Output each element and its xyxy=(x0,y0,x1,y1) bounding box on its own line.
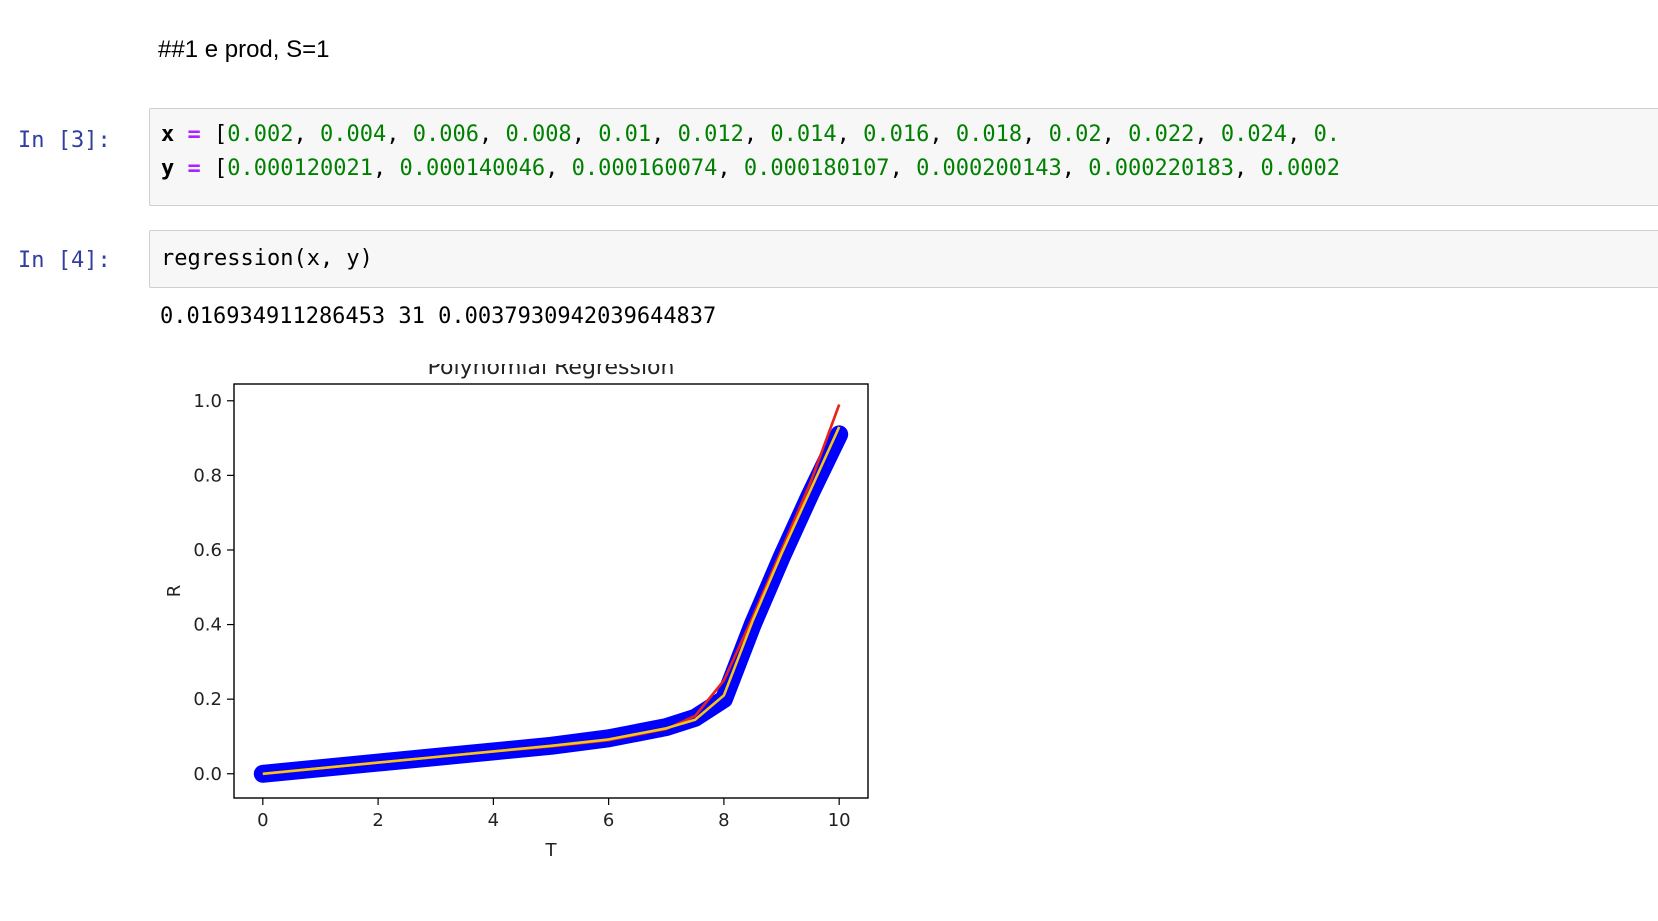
code-number: 0. xyxy=(1313,122,1341,147)
code-line-y: y = [0.000120021, 0.000140046, 0.0001600… xyxy=(161,156,1340,181)
code-line-x: x = [0.002, 0.004, 0.006, 0.008, 0.01, 0… xyxy=(161,122,1341,147)
code-number: 0.000180107 xyxy=(743,156,890,181)
code-number: 0.016 xyxy=(863,122,930,147)
x-tick-label: 2 xyxy=(372,810,383,831)
code-bracket: [ xyxy=(214,156,228,181)
code-number: 0.018 xyxy=(955,122,1023,147)
cell-prompt: In [3]: xyxy=(18,128,111,153)
code-number: 0.000140046 xyxy=(399,156,546,181)
code-number: 0.0002 xyxy=(1260,156,1340,181)
scatter-point xyxy=(716,692,731,707)
x-tick-label: 8 xyxy=(718,810,729,831)
y-tick-label: 0.6 xyxy=(193,540,222,561)
x-tick-label: 6 xyxy=(603,810,614,831)
code-number: 0.022 xyxy=(1128,122,1195,147)
scatter-point xyxy=(832,427,847,442)
code-number: 0.000200143 xyxy=(916,156,1062,181)
x-tick-label: 10 xyxy=(828,810,851,831)
code-number: 0.004 xyxy=(319,122,387,147)
code-operator: = xyxy=(187,122,201,147)
code-variable: y xyxy=(161,156,175,181)
regression-plot: Polynomial Regression 0 2 4 6 8 10 0.0 0.2 0.4 0.6… xyxy=(160,355,920,921)
fit-line-series-1 xyxy=(262,404,841,776)
code-number: 0.014 xyxy=(770,122,837,147)
code-number: 0.006 xyxy=(412,122,479,147)
scatter-band-series xyxy=(253,425,849,783)
y-tick-label: 0.0 xyxy=(193,764,222,785)
code-number: 0.012 xyxy=(677,122,744,147)
code-number: 0.008 xyxy=(505,122,572,147)
y-tick-label: 1.0 xyxy=(193,391,222,412)
code-variable: x xyxy=(161,122,175,147)
y-tick-label: 0.2 xyxy=(193,689,222,710)
code-line-call: regression(x, y) xyxy=(161,246,373,271)
code-bracket: [ xyxy=(214,122,228,147)
y-tick-label: 0.8 xyxy=(193,465,222,486)
x-tick-label: 4 xyxy=(488,810,499,831)
code-operator: = xyxy=(187,156,201,181)
fit-line-series-2 xyxy=(262,426,841,776)
x-axis-label: T xyxy=(545,840,558,861)
code-cell-input[interactable]: x = [0.002, 0.004, 0.006, 0.008, 0.01, 0… xyxy=(149,108,1658,206)
code-number: 0.000220183 xyxy=(1088,156,1234,181)
chart-svg: Polynomial Regression 0 2 4 6 8 10 0.0 0.2 0.4 0.6… xyxy=(164,355,869,861)
x-tick-label: 0 xyxy=(257,810,268,831)
y-axis-label: R xyxy=(164,585,185,598)
code-number: 0.000160074 xyxy=(571,156,718,181)
cell-prompt: In [4]: xyxy=(18,248,111,273)
y-tick-label: 0.4 xyxy=(193,615,222,636)
cell-output-text: 0.016934911286453 31 0.00379309420396448… xyxy=(160,304,717,329)
code-number: 0.02 xyxy=(1048,122,1102,147)
chart-title: Polynomial Regression xyxy=(428,364,675,380)
code-number: 0.000120021 xyxy=(227,156,373,181)
code-number: 0.01 xyxy=(598,122,652,147)
code-number: 0.002 xyxy=(227,122,294,147)
axes-frame xyxy=(233,383,869,799)
code-cell-input[interactable]: regression(x, y) xyxy=(149,230,1658,288)
markdown-heading: ##1 e prod, S=1 xyxy=(158,36,330,63)
code-number: 0.024 xyxy=(1220,122,1288,147)
